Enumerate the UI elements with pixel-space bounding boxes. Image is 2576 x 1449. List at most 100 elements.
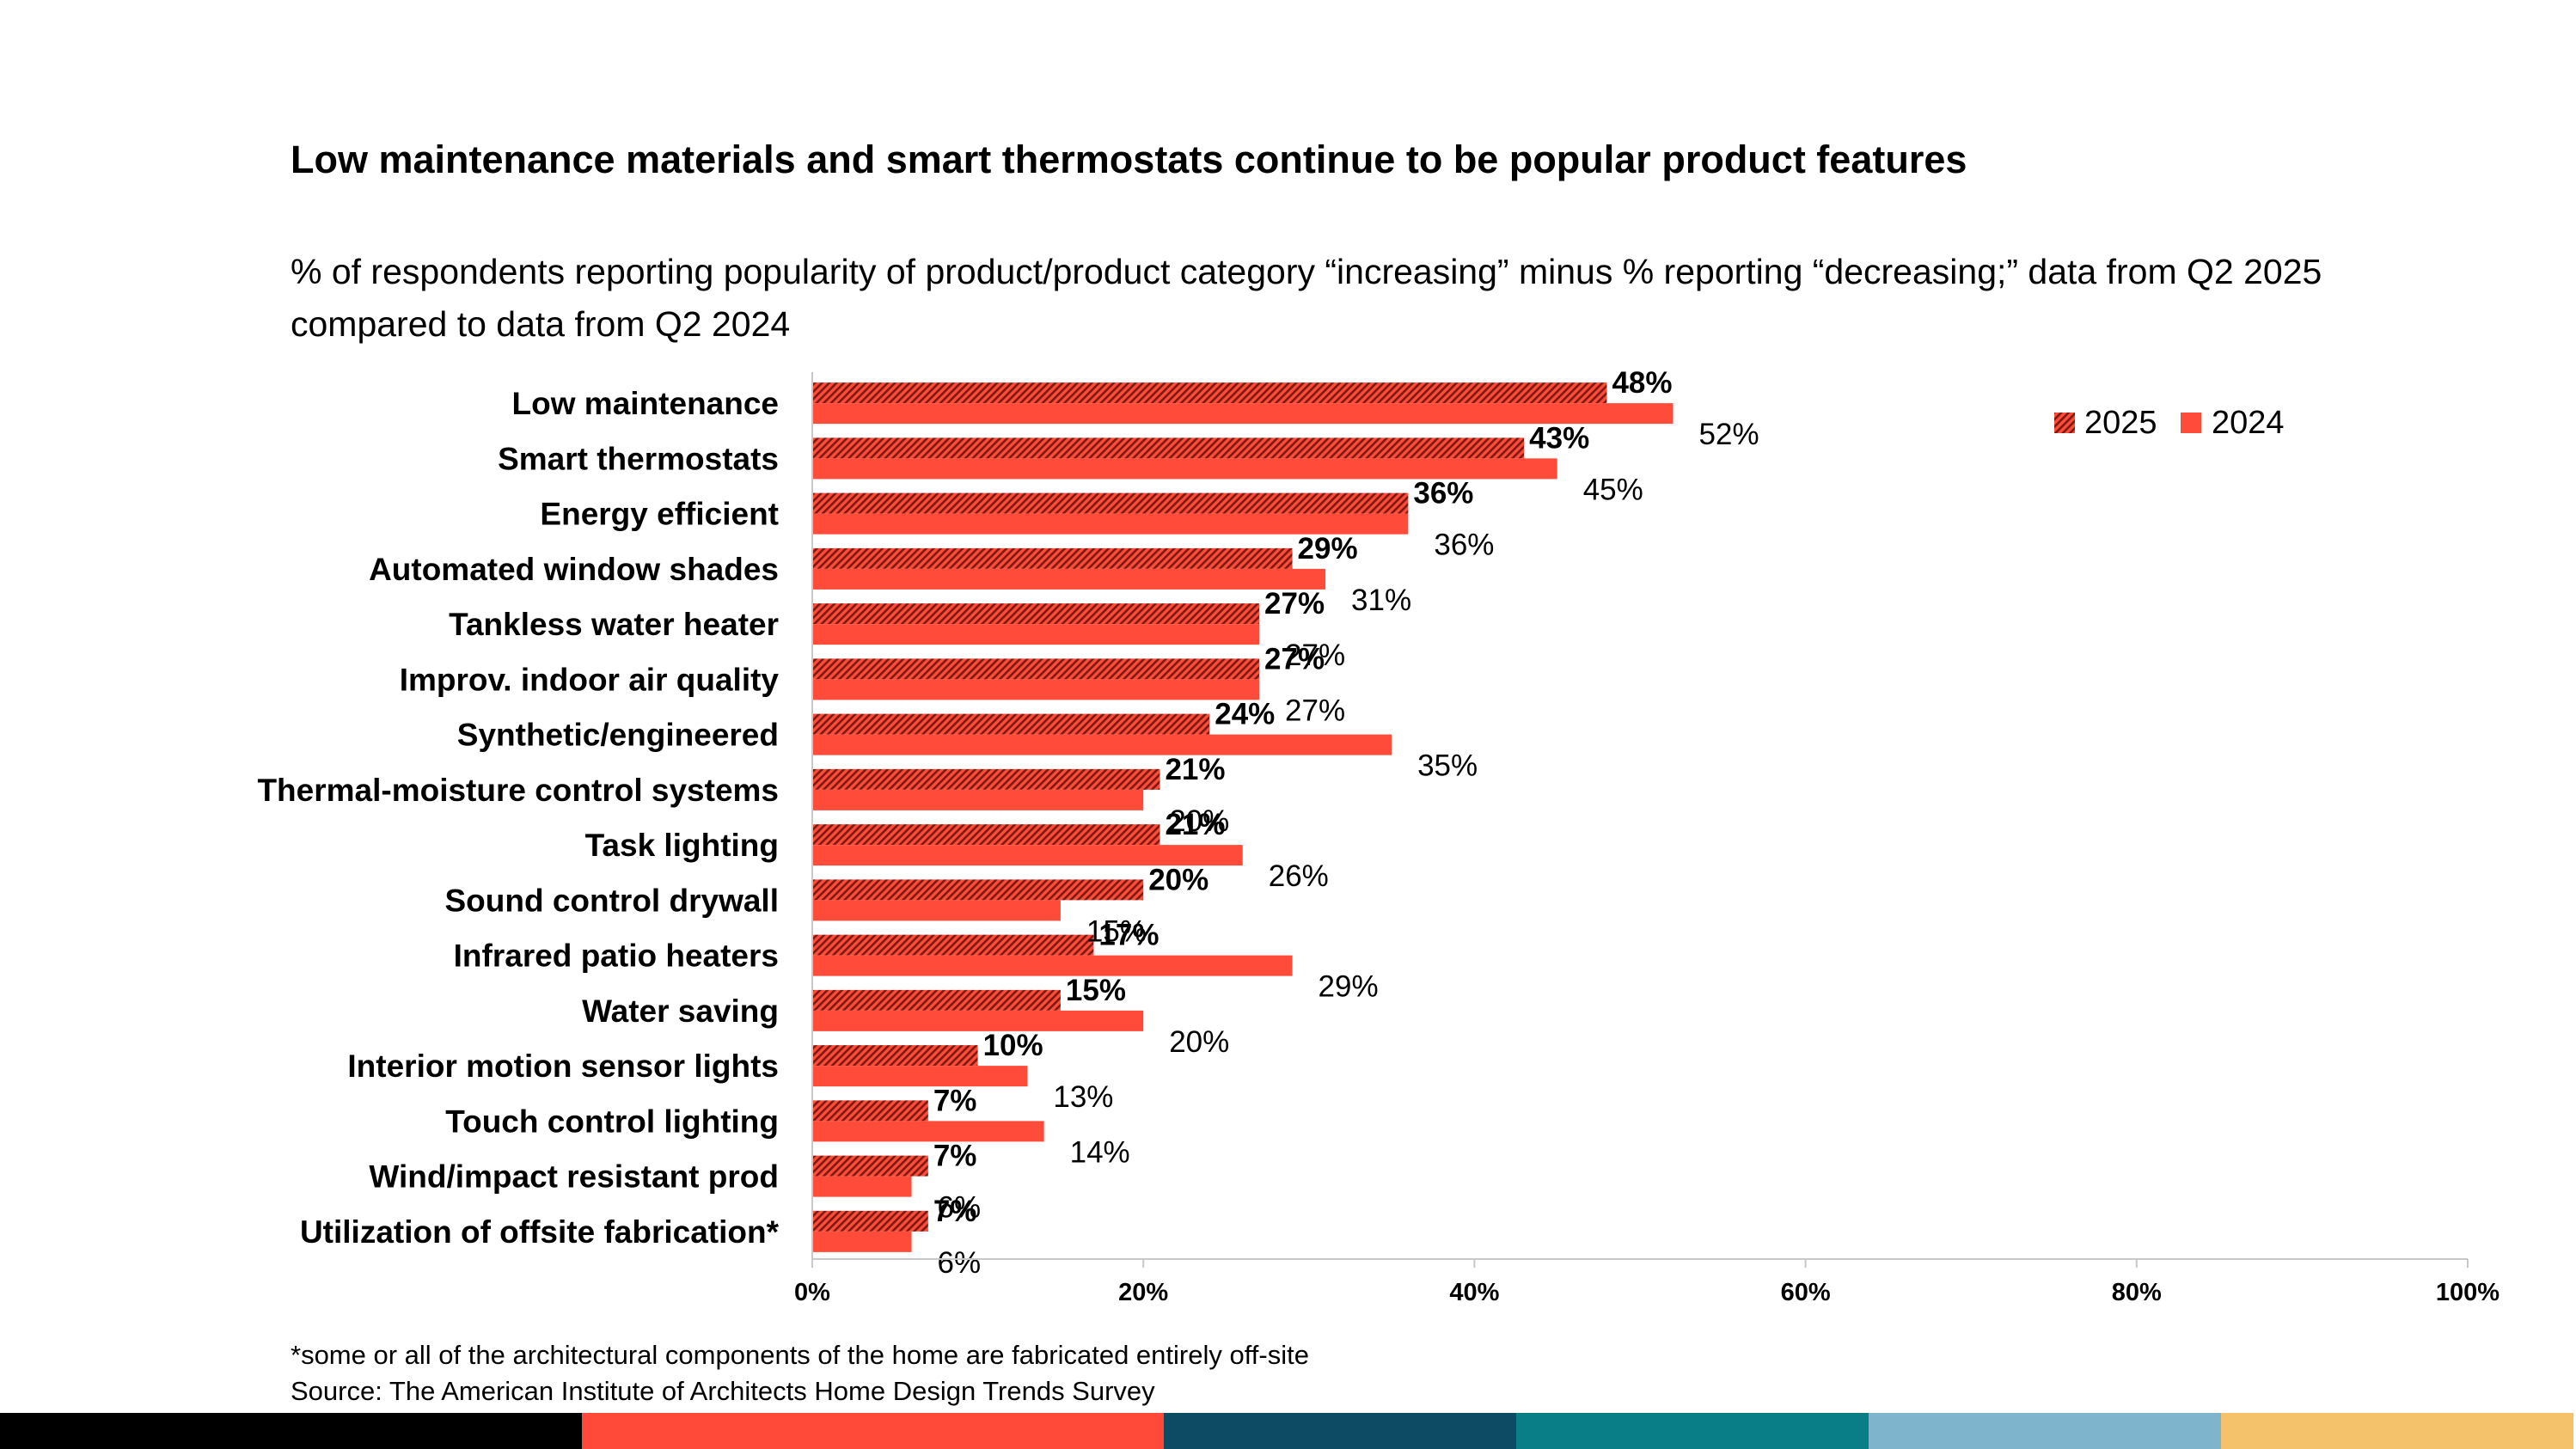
x-tick-label: 20% <box>1118 1279 1168 1306</box>
data-label-2025: 29% <box>1298 532 1358 566</box>
bar-2025 <box>812 879 1144 901</box>
bar-2024 <box>812 955 1293 976</box>
bar-2024 <box>812 458 1557 480</box>
bar-2024 <box>812 1231 912 1252</box>
data-label-2024: 52% <box>1699 418 1759 451</box>
category-label: Infrared patio heaters <box>454 938 779 974</box>
category-label: Low maintenance <box>512 386 779 421</box>
data-label-2025: 15% <box>1066 974 1126 1007</box>
category-label: Touch control lighting <box>445 1104 779 1139</box>
category-label: Tankless water heater <box>449 607 779 642</box>
data-label-2024: 14% <box>1070 1135 1130 1169</box>
x-tick-label: 60% <box>1781 1279 1831 1306</box>
data-label-2024: 20% <box>1169 804 1229 838</box>
data-label-2024: 6% <box>938 1246 982 1280</box>
bar-2025 <box>812 658 1260 680</box>
bar-2024 <box>812 513 1409 535</box>
bar-2024 <box>812 403 1673 425</box>
data-label-2025: 48% <box>1612 366 1672 400</box>
chart-subtitle: % of respondents reporting popularity of… <box>291 252 2322 344</box>
bar-2024 <box>812 1066 1028 1087</box>
bar-2025 <box>812 934 1094 956</box>
category-label: Interior motion sensor lights <box>347 1049 779 1084</box>
data-label-2024: 27% <box>1285 639 1345 672</box>
data-label-2025: 24% <box>1215 698 1275 731</box>
x-tick-label: 100% <box>2436 1279 2500 1306</box>
legend-swatch-2024 <box>2181 413 2201 433</box>
data-label-2024: 15% <box>1086 914 1147 948</box>
x-tick-label: 0% <box>794 1279 830 1306</box>
legend-label-2025: 2025 <box>2084 405 2157 441</box>
x-tick-label: 80% <box>2112 1279 2162 1306</box>
bar-chart: Low maintenance Smart thermostats Energy e… <box>257 366 2500 1306</box>
footer-bar-segment <box>582 1413 1164 1449</box>
category-label: Sound control drywall <box>444 883 779 918</box>
data-label-2024: 13% <box>1053 1080 1113 1114</box>
bar-2025 <box>812 768 1160 790</box>
bar-2025 <box>812 437 1525 459</box>
category-label: Task lighting <box>585 828 779 863</box>
data-label-2024: 26% <box>1269 859 1329 893</box>
category-label: Water saving <box>582 994 779 1029</box>
bar-2024 <box>812 734 1392 755</box>
bar-2025 <box>812 824 1160 846</box>
data-label-2024: 35% <box>1417 749 1478 783</box>
bar-2025 <box>812 603 1260 625</box>
data-label-2025: 20% <box>1148 863 1208 896</box>
category-label: Synthetic/engineered <box>457 718 779 753</box>
bar-2025 <box>812 989 1061 1011</box>
bar-2024 <box>812 1176 912 1197</box>
bar-2024 <box>812 789 1144 810</box>
category-label: Automated window shades <box>369 552 779 587</box>
footnote-text: *some or all of the architectural compon… <box>291 1340 1309 1370</box>
data-label-2025: 21% <box>1165 808 1225 841</box>
bar-2024 <box>812 900 1061 921</box>
footer-bar-segment <box>1869 1413 2221 1449</box>
footer-bar-segment <box>1516 1413 1869 1449</box>
chart-title: Low maintenance materials and smart ther… <box>291 138 1967 181</box>
category-label: Thermal-moisture control systems <box>257 773 779 808</box>
footer-bar-segment <box>0 1413 582 1449</box>
footnote-block: *some or all of the architectural compon… <box>291 1337 1309 1409</box>
footer-bar-segment <box>2221 1413 2573 1449</box>
category-label: Utilization of offsite fabrication* <box>300 1214 780 1250</box>
bar-2025 <box>812 382 1607 404</box>
data-label-2024: 36% <box>1434 529 1494 562</box>
data-label-2024: 6% <box>938 1191 982 1225</box>
data-label-2025: 7% <box>933 1084 977 1117</box>
bar-2024 <box>812 568 1326 590</box>
data-label-2024: 27% <box>1285 694 1345 727</box>
data-label-2025: 10% <box>983 1029 1043 1062</box>
bar-2024 <box>812 1010 1144 1031</box>
data-label-2024: 29% <box>1319 970 1379 1004</box>
data-label-2025: 7% <box>933 1140 977 1173</box>
data-label-2025: 17% <box>1098 919 1159 952</box>
bar-2025 <box>812 1100 928 1122</box>
data-label-2024: 20% <box>1169 1025 1229 1059</box>
category-label: Energy efficient <box>540 497 779 532</box>
data-label-2024: 31% <box>1351 584 1411 617</box>
legend-swatch-2025 <box>2054 413 2075 433</box>
footer-color-bar <box>0 1413 2576 1449</box>
x-tick-label: 40% <box>1449 1279 1499 1306</box>
bar-2025 <box>812 547 1293 569</box>
data-label-2025: 27% <box>1264 587 1325 621</box>
source-text: Source: The American Institute of Archit… <box>291 1376 1155 1406</box>
bar-2024 <box>812 624 1260 645</box>
data-label-2025: 43% <box>1529 421 1589 455</box>
data-label-2025: 27% <box>1264 642 1325 676</box>
bar-2025 <box>812 1210 928 1232</box>
bar-2024 <box>812 1121 1044 1142</box>
category-label: Wind/impact resistant prod <box>369 1159 779 1195</box>
footer-bar-segment <box>1164 1413 1516 1449</box>
data-label-2025: 21% <box>1165 753 1225 786</box>
bar-2025 <box>812 1155 928 1177</box>
data-label-2025: 7% <box>933 1195 977 1228</box>
data-label-2024: 45% <box>1583 473 1643 506</box>
bar-2025 <box>812 1045 978 1067</box>
category-label: Improv. indoor air quality <box>400 662 780 697</box>
legend-label-2024: 2024 <box>2212 405 2285 441</box>
bar-2024 <box>812 845 1243 866</box>
category-label: Smart thermostats <box>498 441 779 476</box>
bar-2024 <box>812 679 1260 700</box>
